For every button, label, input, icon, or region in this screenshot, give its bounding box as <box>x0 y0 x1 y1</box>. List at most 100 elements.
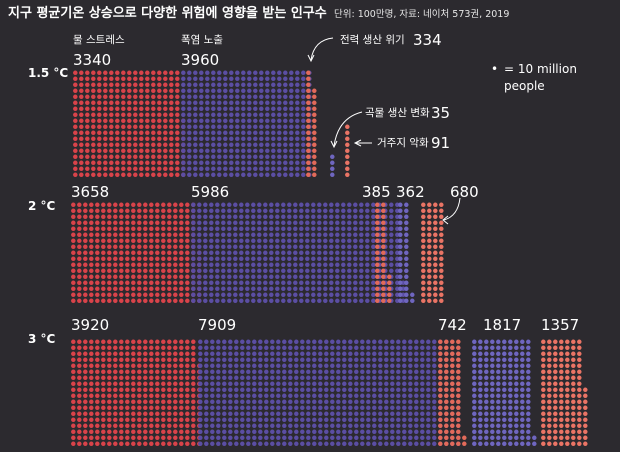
data-dot <box>83 393 88 399</box>
data-dot <box>103 88 108 94</box>
data-dot <box>131 441 136 447</box>
data-dot <box>508 369 513 375</box>
data-dot <box>311 298 316 304</box>
data-dot <box>155 220 160 226</box>
data-dot <box>288 417 293 423</box>
data-dot <box>161 238 166 244</box>
data-dot <box>193 124 198 130</box>
data-dot <box>167 232 172 238</box>
data-dot <box>265 88 270 94</box>
data-dot <box>372 429 377 435</box>
data-dot <box>175 136 180 142</box>
data-dot <box>205 82 210 88</box>
data-dot <box>113 363 118 369</box>
data-dot <box>311 286 316 292</box>
data-dot <box>283 82 288 88</box>
data-dot <box>247 154 252 160</box>
data-dot <box>264 351 269 357</box>
data-dot <box>185 256 190 262</box>
data-dot <box>193 94 198 100</box>
data-dot <box>181 70 186 76</box>
data-dot <box>119 280 124 286</box>
data-dot <box>235 70 240 76</box>
data-dot <box>490 357 495 363</box>
data-dot <box>215 250 220 256</box>
data-dot <box>398 238 403 244</box>
data-dot <box>289 136 294 142</box>
data-dot <box>113 357 118 363</box>
data-dot <box>275 292 280 298</box>
data-dot <box>287 226 292 232</box>
data-dot <box>204 381 209 387</box>
data-dot <box>95 351 100 357</box>
data-dot <box>113 220 118 226</box>
data-dot <box>233 220 238 226</box>
data-dot <box>234 375 239 381</box>
data-dot <box>161 441 166 447</box>
data-dot <box>143 298 148 304</box>
data-dot <box>161 244 166 250</box>
data-dot <box>89 369 94 375</box>
data-dot <box>378 411 383 417</box>
data-dot <box>283 70 288 76</box>
data-dot <box>438 429 443 435</box>
data-dot <box>199 88 204 94</box>
data-dot <box>187 100 192 106</box>
data-dot <box>71 399 76 405</box>
data-dot <box>365 208 370 214</box>
data-dot <box>204 357 209 363</box>
data-dot <box>181 172 186 178</box>
data-dot <box>179 411 184 417</box>
data-dot <box>353 298 358 304</box>
data-dot <box>233 226 238 232</box>
data-dot <box>472 435 477 441</box>
data-dot <box>161 298 166 304</box>
data-dot <box>318 429 323 435</box>
data-dot <box>161 417 166 423</box>
data-dot <box>335 238 340 244</box>
data-dot <box>215 286 220 292</box>
data-dot <box>372 405 377 411</box>
data-dot <box>221 274 226 280</box>
data-dot <box>235 154 240 160</box>
data-dot <box>217 130 222 136</box>
data-dot <box>233 214 238 220</box>
data-dot <box>432 339 437 345</box>
data-dot <box>211 130 216 136</box>
data-dot <box>259 136 264 142</box>
data-dot <box>490 345 495 351</box>
data-dot <box>294 345 299 351</box>
data-dot <box>103 106 108 112</box>
data-dot <box>193 166 198 172</box>
data-dot <box>371 286 376 292</box>
data-dot <box>173 232 178 238</box>
data-dot <box>221 250 226 256</box>
data-dot <box>173 202 178 208</box>
data-dot <box>336 441 341 447</box>
data-dot <box>155 274 160 280</box>
data-dot <box>235 148 240 154</box>
data-dot <box>203 268 208 274</box>
data-dot <box>79 124 84 130</box>
data-dot <box>73 142 78 148</box>
data-dot <box>553 423 558 429</box>
data-dot <box>89 298 94 304</box>
data-dot <box>205 124 210 130</box>
data-dot <box>300 417 305 423</box>
data-dot <box>199 130 204 136</box>
data-dot <box>414 429 419 435</box>
habitat-2c-annotation-arrow <box>443 197 461 221</box>
data-dot <box>341 292 346 298</box>
data-dot <box>330 345 335 351</box>
data-dot <box>484 339 489 345</box>
data-dot <box>341 244 346 250</box>
data-dot <box>353 274 358 280</box>
data-dot <box>264 417 269 423</box>
data-dot <box>137 369 142 375</box>
data-dot <box>107 429 112 435</box>
data-dot <box>408 387 413 393</box>
data-dot <box>281 202 286 208</box>
data-dot <box>83 399 88 405</box>
data-dot <box>426 381 431 387</box>
data-dot <box>115 154 120 160</box>
